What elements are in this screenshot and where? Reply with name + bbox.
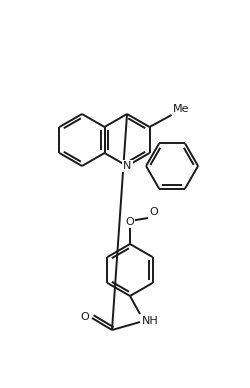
Text: NH: NH: [142, 316, 159, 326]
Text: O: O: [80, 312, 89, 322]
Text: N: N: [123, 161, 131, 171]
Text: O: O: [149, 207, 158, 217]
Text: O: O: [126, 217, 134, 227]
Text: Me: Me: [172, 104, 189, 114]
